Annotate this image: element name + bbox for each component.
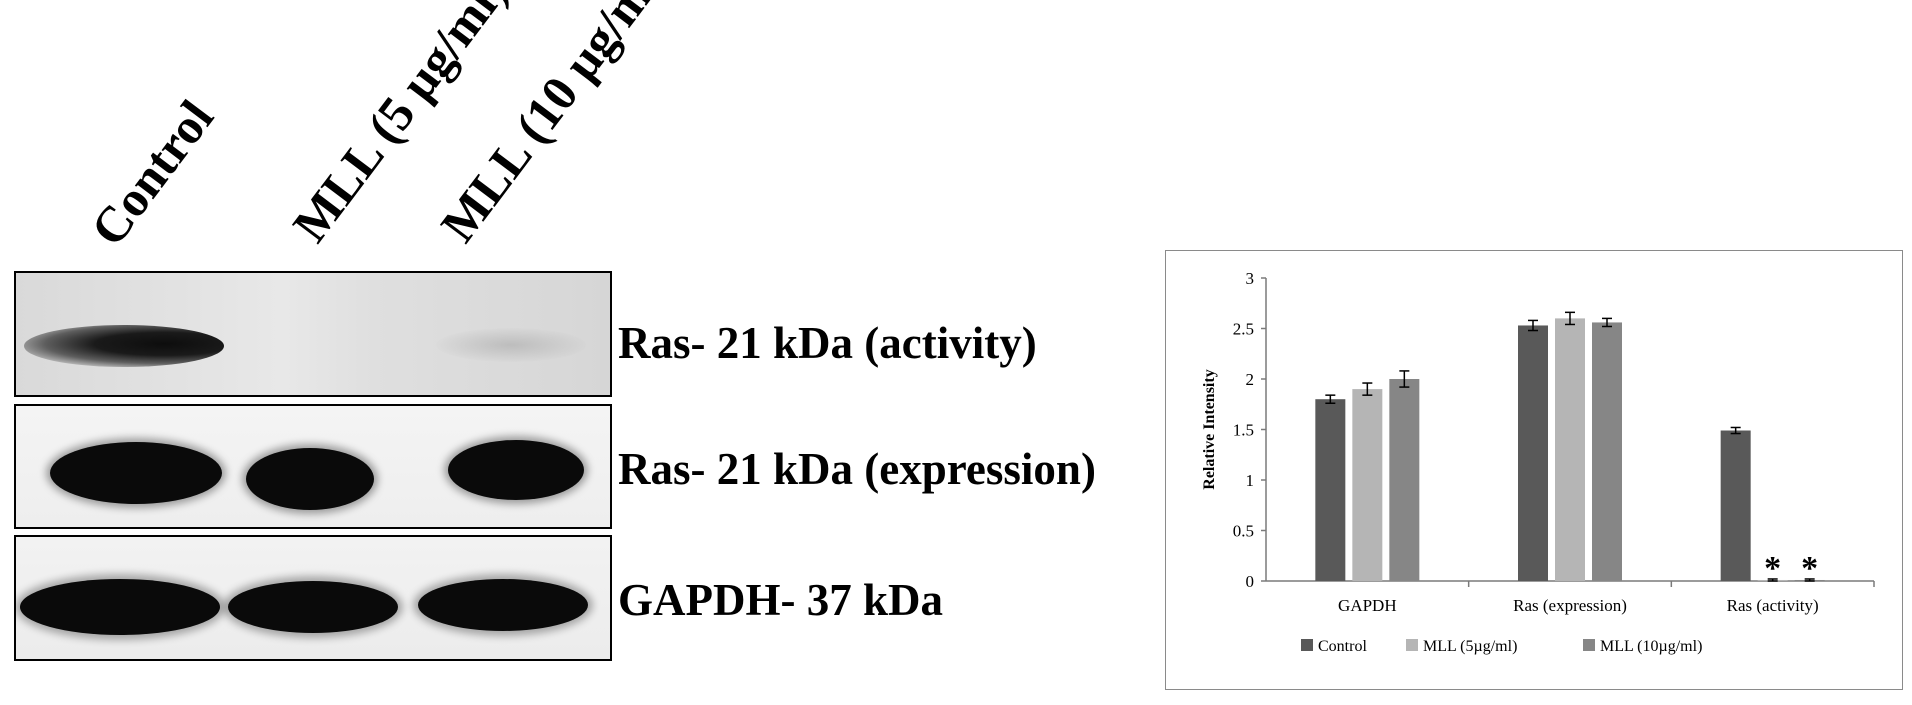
bar-1-0 — [1518, 325, 1548, 581]
legend-swatch — [1301, 639, 1313, 651]
legend-label: Control — [1318, 638, 1367, 655]
x-tick-label: Ras (expression) — [1513, 596, 1627, 615]
bar-chart: 0 0.5 1 1.5 2 2.5 3 Relative Intensity GAPDH Ras … — [1201, 269, 1875, 655]
band-control-activity — [24, 325, 224, 367]
bar-0-1 — [1352, 389, 1383, 581]
blot-panel-ras-expression — [14, 404, 612, 529]
lane-label-control: Control — [79, 89, 225, 256]
legend-label: MLL (5µg/ml) — [1423, 638, 1517, 655]
bar-0-2 — [1389, 379, 1420, 581]
band-control-gapdh — [20, 579, 220, 635]
band-label-gapdh: GAPDH- 37 kDa — [618, 575, 943, 625]
band-control-expression — [50, 442, 222, 504]
y-tick-label: 1.5 — [1233, 421, 1254, 440]
band-mll10-gapdh — [418, 579, 588, 631]
band-mll10-activity — [436, 328, 586, 362]
bar-1-2 — [1592, 322, 1622, 581]
band-mll5-expression — [246, 448, 374, 510]
y-tick-label: 0.5 — [1233, 522, 1254, 541]
y-tick-label: 3 — [1246, 269, 1255, 288]
band-label-ras-expression: Ras- 21 kDa (expression) — [618, 444, 1096, 494]
legend-swatch — [1406, 639, 1418, 651]
band-mll5-gapdh — [228, 581, 398, 633]
legend-swatch — [1583, 639, 1595, 651]
bar-0-0 — [1315, 399, 1346, 581]
y-axis-label: Relative Intensity — [1201, 369, 1218, 489]
y-tick-label: 1 — [1246, 471, 1255, 490]
bar-2-0 — [1720, 430, 1751, 581]
y-tick-label: 2 — [1246, 370, 1255, 389]
band-mll10-expression — [448, 440, 584, 500]
significance-asterisk: * — [1764, 550, 1781, 587]
blot-panel-gapdh — [14, 535, 612, 661]
legend-label: MLL (10µg/ml) — [1600, 638, 1702, 655]
y-tick-label: 0 — [1246, 572, 1255, 591]
blot-panel-ras-activity — [14, 271, 612, 397]
band-label-ras-activity: Ras- 21 kDa (activity) — [618, 318, 1037, 368]
x-tick-label: Ras (activity) — [1727, 596, 1819, 615]
bar-1-1 — [1555, 318, 1585, 581]
significance-asterisk: * — [1801, 550, 1818, 587]
chart-container: 0 0.5 1 1.5 2 2.5 3 Relative Intensity GAPDH Ras … — [1165, 250, 1903, 690]
y-tick-label: 2.5 — [1233, 320, 1254, 339]
x-tick-label: GAPDH — [1338, 596, 1397, 615]
